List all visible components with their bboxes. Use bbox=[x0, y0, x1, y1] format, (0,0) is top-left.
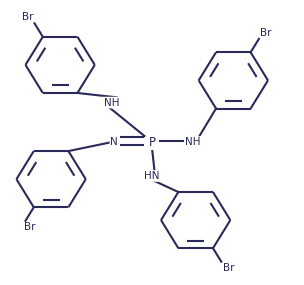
Text: HN: HN bbox=[144, 171, 160, 181]
Text: P: P bbox=[148, 136, 156, 149]
Text: Br: Br bbox=[261, 28, 272, 38]
Text: NH: NH bbox=[104, 97, 119, 107]
Text: NH: NH bbox=[185, 137, 200, 147]
Text: Br: Br bbox=[24, 222, 36, 232]
Text: Br: Br bbox=[22, 12, 33, 22]
Text: N: N bbox=[110, 137, 118, 147]
Text: Br: Br bbox=[223, 262, 234, 272]
